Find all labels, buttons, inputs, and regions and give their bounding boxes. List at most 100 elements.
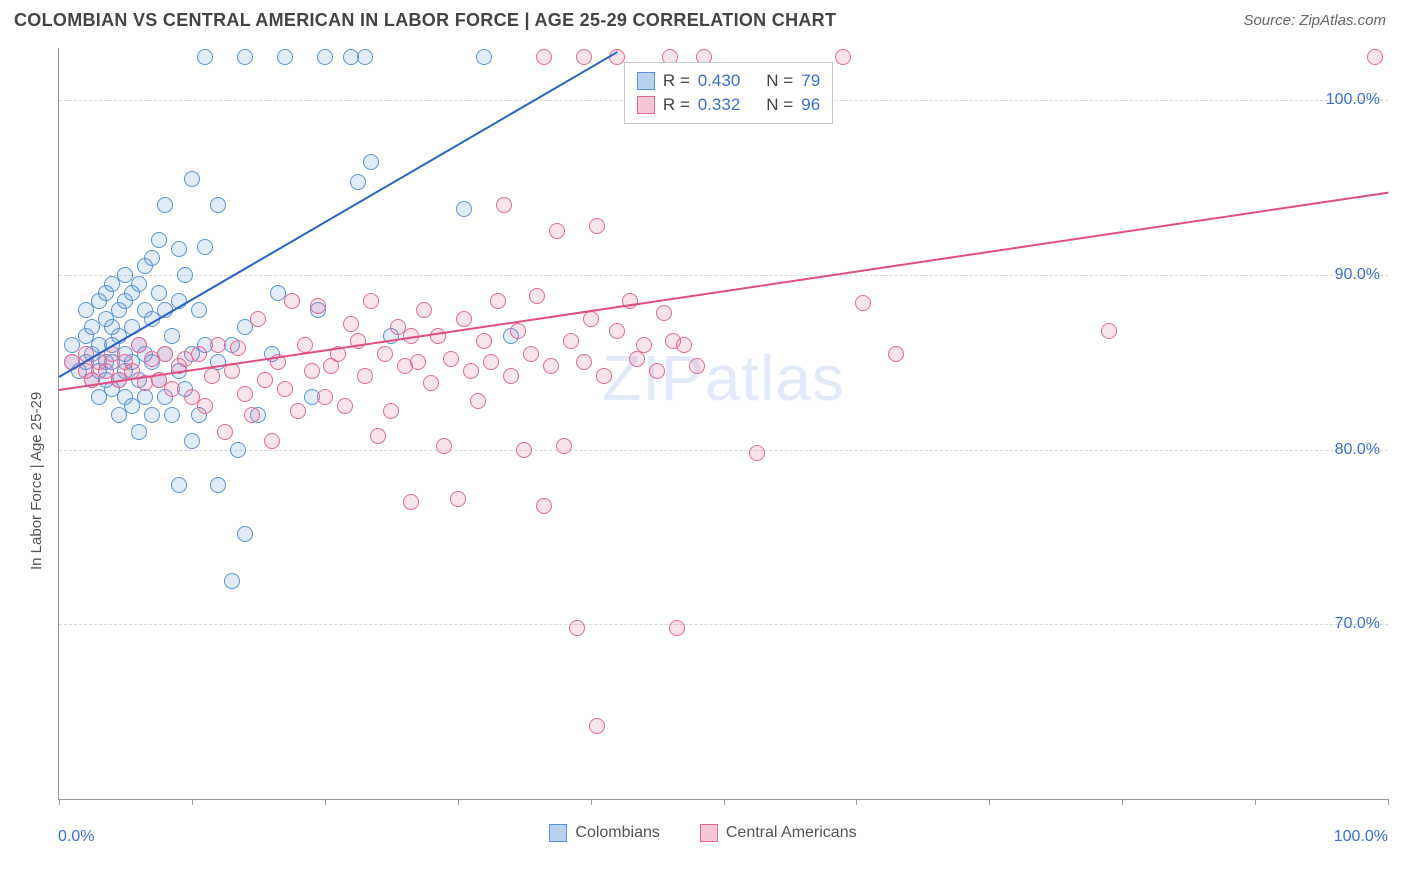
x-tick xyxy=(458,799,459,805)
data-point xyxy=(343,316,359,332)
data-point xyxy=(157,346,173,362)
data-point xyxy=(264,433,280,449)
data-point xyxy=(164,407,180,423)
data-point xyxy=(250,311,266,327)
data-point xyxy=(277,49,293,65)
data-point xyxy=(556,438,572,454)
data-point xyxy=(476,333,492,349)
data-point xyxy=(636,337,652,353)
data-point xyxy=(171,241,187,257)
data-point xyxy=(151,285,167,301)
r-label: R = xyxy=(663,93,690,117)
data-point xyxy=(237,49,253,65)
trend-line xyxy=(59,191,1388,390)
x-tick xyxy=(591,799,592,805)
data-point xyxy=(536,49,552,65)
legend-item: Central Americans xyxy=(700,824,857,842)
gridline-h xyxy=(59,624,1388,625)
data-point xyxy=(184,433,200,449)
data-point xyxy=(529,288,545,304)
data-point xyxy=(483,354,499,370)
data-point xyxy=(230,442,246,458)
series-swatch xyxy=(637,72,655,90)
data-point xyxy=(410,354,426,370)
data-point xyxy=(131,276,147,292)
data-point xyxy=(749,445,765,461)
data-point xyxy=(543,358,559,374)
chart-source: Source: ZipAtlas.com xyxy=(1243,12,1386,29)
data-point xyxy=(177,267,193,283)
data-point xyxy=(430,328,446,344)
data-point xyxy=(609,49,625,65)
legend-item: Colombians xyxy=(549,824,659,842)
data-point xyxy=(363,293,379,309)
data-point xyxy=(676,337,692,353)
data-point xyxy=(583,311,599,327)
data-point xyxy=(197,49,213,65)
data-point xyxy=(689,358,705,374)
x-tick xyxy=(325,799,326,805)
n-label: N = xyxy=(766,69,793,93)
data-point xyxy=(191,302,207,318)
x-tick xyxy=(989,799,990,805)
data-point xyxy=(490,293,506,309)
data-point xyxy=(549,223,565,239)
data-point xyxy=(669,620,685,636)
data-point xyxy=(456,311,472,327)
x-tick xyxy=(1388,799,1389,805)
data-point xyxy=(357,368,373,384)
data-point xyxy=(151,232,167,248)
y-axis-title: In Labor Force | Age 25-29 xyxy=(28,392,45,570)
data-point xyxy=(191,346,207,362)
data-point xyxy=(536,498,552,514)
data-point xyxy=(284,293,300,309)
r-value: 0.332 xyxy=(698,93,741,117)
data-point xyxy=(204,368,220,384)
data-point xyxy=(277,381,293,397)
gridline-h xyxy=(59,275,1388,276)
data-point xyxy=(244,407,260,423)
data-point xyxy=(888,346,904,362)
data-point xyxy=(357,49,373,65)
r-label: R = xyxy=(663,69,690,93)
data-point xyxy=(257,372,273,388)
data-point xyxy=(144,250,160,266)
data-point xyxy=(443,351,459,367)
y-tick-label: 90.0% xyxy=(1335,266,1380,284)
data-point xyxy=(164,381,180,397)
data-point xyxy=(403,494,419,510)
data-point xyxy=(197,239,213,255)
x-tick xyxy=(1255,799,1256,805)
data-point xyxy=(171,477,187,493)
data-point xyxy=(383,403,399,419)
data-point xyxy=(1101,323,1117,339)
data-point xyxy=(310,298,326,314)
data-point xyxy=(317,389,333,405)
y-tick-label: 100.0% xyxy=(1326,91,1380,109)
data-point xyxy=(237,526,253,542)
data-point xyxy=(210,477,226,493)
data-point xyxy=(503,368,519,384)
data-point xyxy=(217,424,233,440)
data-point xyxy=(377,346,393,362)
data-point xyxy=(596,368,612,384)
data-point xyxy=(290,403,306,419)
stats-box: R =0.430N =79R =0.332N =96 xyxy=(624,62,833,124)
x-tick xyxy=(192,799,193,805)
data-point xyxy=(131,424,147,440)
data-point xyxy=(523,346,539,362)
data-point xyxy=(463,363,479,379)
legend-label: Colombians xyxy=(575,824,659,842)
data-point xyxy=(210,197,226,213)
data-point xyxy=(609,323,625,339)
data-point xyxy=(649,363,665,379)
y-tick-label: 80.0% xyxy=(1335,441,1380,459)
data-point xyxy=(416,302,432,318)
data-point xyxy=(629,351,645,367)
data-point xyxy=(563,333,579,349)
n-label: N = xyxy=(766,93,793,117)
legend: Colombians Central Americans xyxy=(14,824,1392,842)
data-point xyxy=(210,337,226,353)
x-tick xyxy=(856,799,857,805)
data-point xyxy=(496,197,512,213)
